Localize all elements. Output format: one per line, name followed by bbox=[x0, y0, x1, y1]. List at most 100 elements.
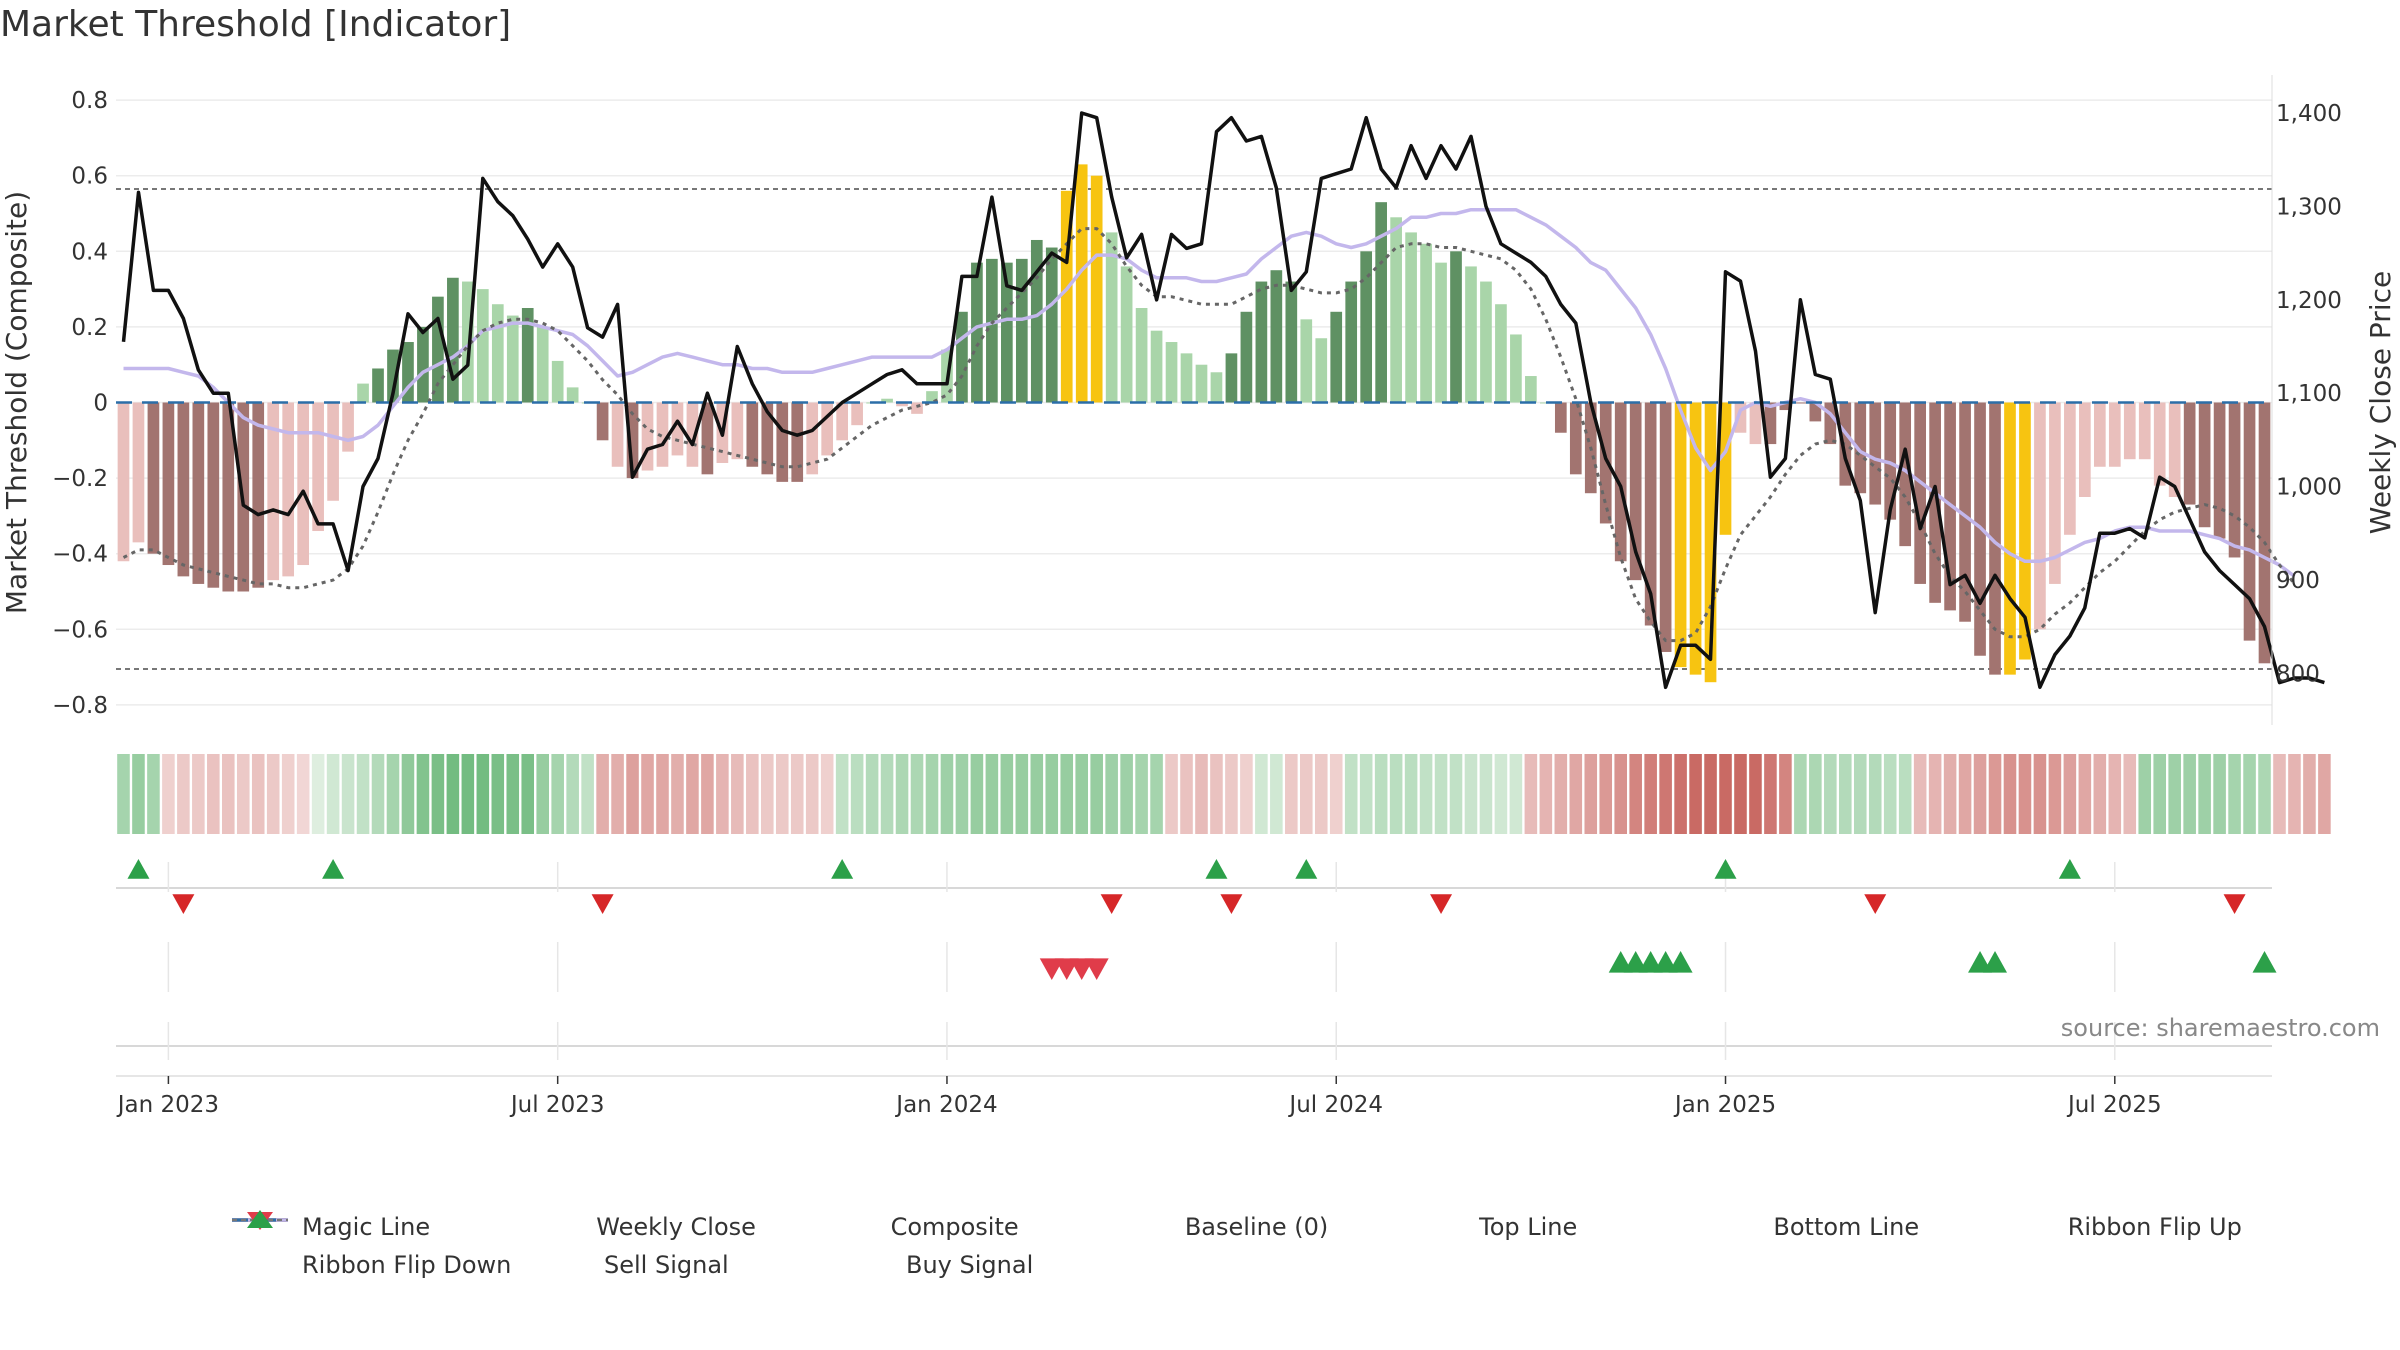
ribbon-cell bbox=[850, 754, 864, 834]
ribbon-cell bbox=[1075, 754, 1088, 834]
ribbon-cell bbox=[416, 754, 430, 834]
legend-label: Top Line bbox=[1479, 1213, 1578, 1241]
buy-signal-marker bbox=[1668, 951, 1693, 973]
ribbon-cell bbox=[2288, 754, 2301, 834]
composite-bar bbox=[177, 402, 190, 577]
ribbon-cell bbox=[1839, 754, 1852, 834]
ribbon-cell bbox=[147, 754, 160, 834]
legend-item-top: Top Line bbox=[232, 1213, 1701, 1241]
composite-bar bbox=[1300, 319, 1313, 403]
ribbon-cell bbox=[716, 754, 729, 834]
composite-bar bbox=[387, 349, 399, 403]
composite-bar bbox=[476, 289, 489, 403]
composite-bar bbox=[1330, 311, 1343, 403]
composite-bar bbox=[2168, 402, 2181, 497]
ribbon-cell bbox=[1479, 754, 1493, 834]
ribbon-cell bbox=[835, 754, 849, 834]
composite-bar bbox=[327, 402, 339, 501]
ribbon-cell bbox=[2228, 754, 2241, 834]
ribbon-cell bbox=[1329, 754, 1343, 834]
composite-bar bbox=[1420, 243, 1432, 403]
ribbon-cell bbox=[566, 754, 579, 834]
y2-axis-title: Weekly Close Price bbox=[2364, 271, 2397, 534]
ribbon-cell bbox=[746, 754, 759, 834]
composite-bar bbox=[2034, 402, 2046, 630]
ribbon-cell bbox=[970, 754, 984, 834]
ribbon-cell bbox=[925, 754, 939, 834]
ribbon-cell bbox=[895, 754, 909, 834]
ribbon-cell bbox=[1180, 754, 1193, 834]
ribbon-flip-up-marker bbox=[1205, 859, 1228, 879]
composite-bar bbox=[1719, 402, 1732, 535]
ribbon-cell bbox=[491, 754, 505, 834]
ribbon-flip-down-marker bbox=[591, 894, 614, 914]
composite-bar bbox=[1465, 266, 1477, 403]
composite-bar bbox=[147, 402, 160, 554]
ribbon-cell bbox=[820, 754, 834, 834]
composite-bar bbox=[357, 383, 369, 403]
ribbon-strip bbox=[117, 754, 2331, 834]
composite-bar bbox=[447, 277, 459, 403]
ribbon-cell bbox=[1494, 754, 1508, 834]
composite-bar bbox=[2108, 402, 2121, 467]
composite-bar bbox=[1030, 239, 1043, 403]
ribbon-cell bbox=[311, 754, 325, 834]
composite-bar bbox=[1270, 270, 1283, 403]
composite-bar bbox=[1659, 402, 1672, 652]
composite-bar bbox=[1390, 217, 1402, 403]
ribbon-cell bbox=[1524, 754, 1538, 834]
ribbon-cell bbox=[2213, 754, 2226, 834]
composite-bar bbox=[701, 402, 714, 475]
composite-bar bbox=[2258, 402, 2271, 664]
composite-bar bbox=[1480, 281, 1492, 403]
ribbon-cell bbox=[1210, 754, 1223, 834]
y-tick-label: 0.4 bbox=[71, 239, 108, 265]
y-tick-label: 0.2 bbox=[71, 315, 108, 341]
ribbon-cell bbox=[521, 754, 535, 834]
buy-signal-marker bbox=[2252, 951, 2277, 973]
ribbon-cell bbox=[955, 754, 969, 834]
composite-bar bbox=[1195, 364, 1208, 403]
ribbon-cell bbox=[1240, 754, 1253, 834]
ribbon-cell bbox=[985, 754, 999, 834]
ribbon-cell bbox=[2303, 754, 2316, 834]
composite-bar bbox=[2123, 402, 2136, 460]
ribbon-cell bbox=[671, 754, 684, 834]
ribbon-cell bbox=[686, 754, 699, 834]
ribbon-cell bbox=[266, 754, 280, 834]
ribbon-cell bbox=[2078, 754, 2092, 834]
y-tick-label: −0.6 bbox=[52, 617, 108, 643]
composite-bar bbox=[1854, 402, 1867, 494]
composite-bar bbox=[2243, 402, 2256, 641]
composite-bar bbox=[491, 304, 504, 403]
ribbon-cell bbox=[2183, 754, 2196, 834]
ribbon-flip-down-marker bbox=[2223, 894, 2246, 914]
ribbon-cell bbox=[132, 754, 145, 834]
ribbon-cell bbox=[2063, 754, 2077, 834]
composite-bar bbox=[1809, 402, 1822, 422]
composite-bar bbox=[731, 402, 744, 460]
ribbon-cell bbox=[1794, 754, 1807, 834]
legend-symbol bbox=[232, 1215, 879, 1239]
ribbon-cell bbox=[1689, 754, 1702, 834]
x-tick-label: Jul 2025 bbox=[2066, 1092, 2162, 1118]
legend-symbol bbox=[247, 1210, 894, 1277]
ribbon-cell bbox=[281, 754, 295, 834]
legend-symbol bbox=[230, 1213, 290, 1277]
ribbon-cell bbox=[1584, 754, 1598, 834]
ribbon-cell bbox=[656, 754, 669, 834]
composite-bar bbox=[971, 262, 983, 403]
x-tick-label: Jul 2023 bbox=[509, 1092, 605, 1118]
ribbon-cell bbox=[2033, 754, 2047, 834]
ribbon-flip-down-marker bbox=[1100, 894, 1123, 914]
ribbon-cell bbox=[2258, 754, 2271, 834]
composite-bar bbox=[1405, 232, 1417, 403]
ribbon-cell bbox=[1374, 754, 1388, 834]
ribbon-cell bbox=[1060, 754, 1074, 834]
y2-tick-label: 1,200 bbox=[2276, 288, 2342, 314]
composite-bar bbox=[1929, 402, 1941, 603]
y2-tick-label: 1,400 bbox=[2276, 101, 2342, 127]
composite-bar bbox=[791, 402, 804, 482]
ribbon-cell bbox=[2093, 754, 2107, 834]
